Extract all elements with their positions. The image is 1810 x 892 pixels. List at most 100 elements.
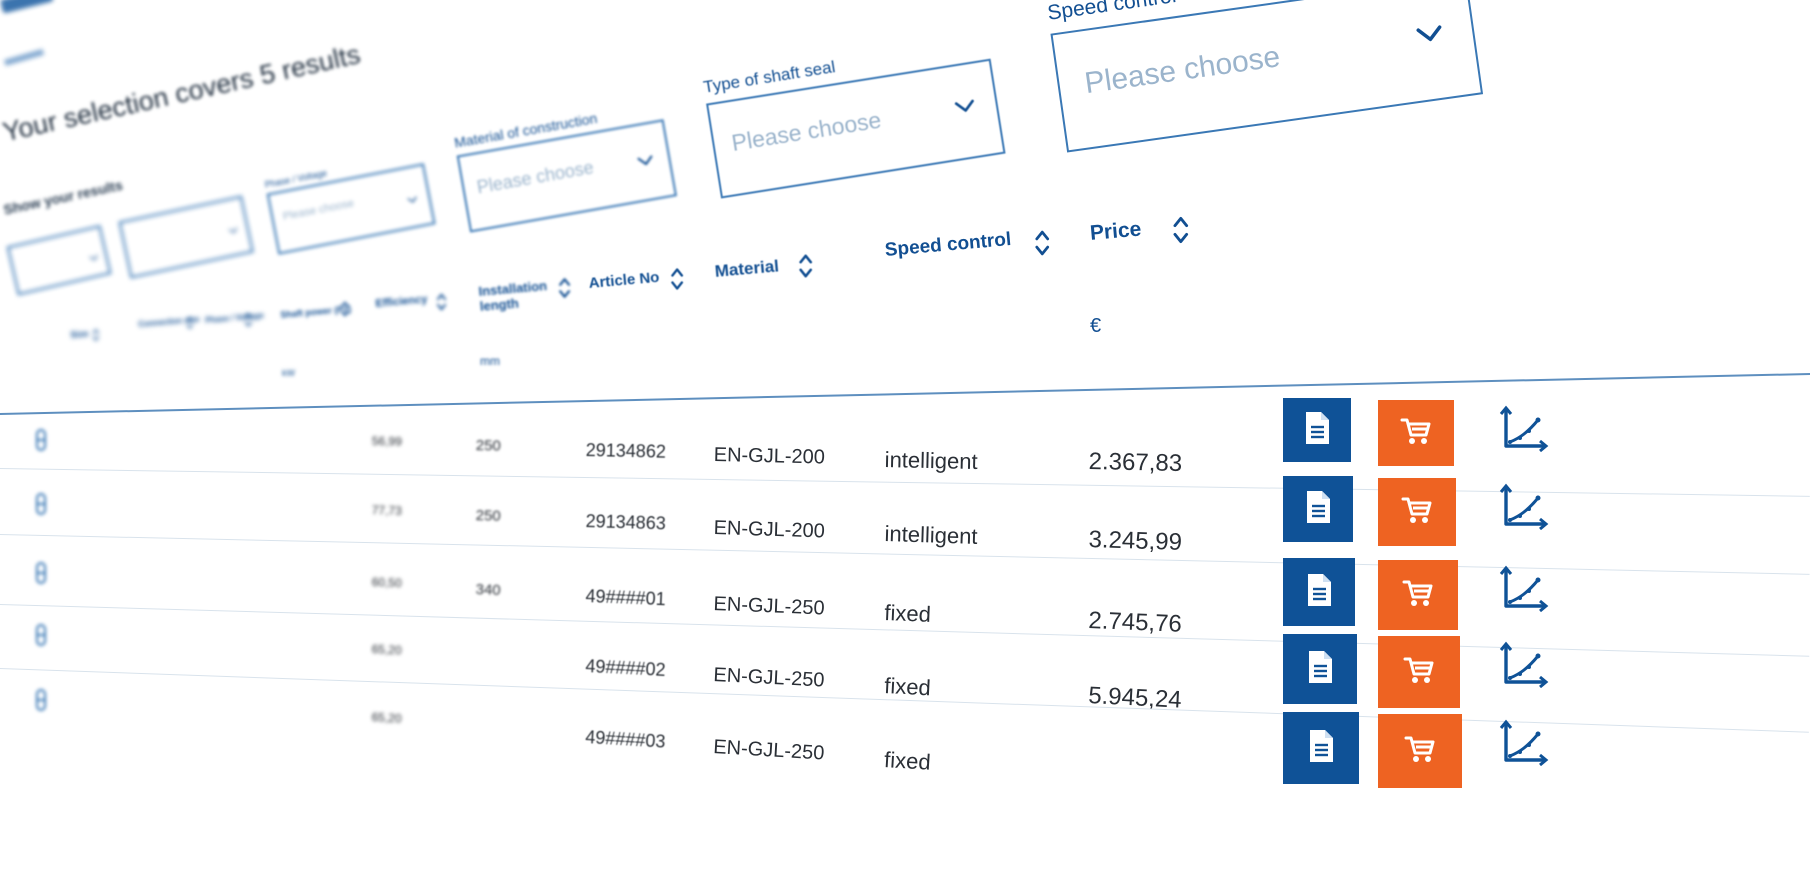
pump-curve-icon [1498, 564, 1550, 617]
column-unit: mm [480, 354, 500, 368]
cell-speed-control: fixed [883, 672, 932, 700]
column-header-size[interactable]: Size [70, 328, 89, 340]
filter-1[interactable] [4, 213, 112, 296]
datasheet-button[interactable] [1283, 712, 1359, 784]
sort-icon[interactable] [92, 328, 100, 347]
pump-curve-icon [1498, 640, 1550, 693]
cell-article-no: 29134863 [585, 511, 667, 534]
filter-select[interactable] [6, 225, 112, 296]
cell-article-no: 29134862 [585, 440, 667, 463]
pump-curve-button[interactable] [1494, 638, 1554, 694]
cell-material: EN-GJL-250 [712, 736, 825, 765]
datasheet-button[interactable] [1283, 476, 1353, 542]
datasheet-button[interactable] [1283, 634, 1357, 704]
filter-placeholder: Please choose [1082, 39, 1283, 100]
cell-installation-length: 340 [475, 580, 502, 599]
datasheet-button[interactable] [1283, 558, 1355, 626]
filter-placeholder: Please choose [281, 197, 356, 224]
sort-icon[interactable] [436, 292, 447, 317]
chevron-down-icon [87, 247, 100, 267]
cell-material: EN-GJL-200 [713, 443, 826, 469]
column-header-speed-control[interactable]: Speed control [884, 228, 1013, 261]
column-unit: kW [282, 368, 295, 378]
filter-5[interactable]: Type of shaft seal Please choose [702, 33, 1006, 200]
filter-3[interactable]: Phase / Voltage Please choose [264, 149, 436, 255]
show-results-label: Show your results [2, 176, 125, 218]
cell-efficiency: 65,20 [371, 641, 402, 658]
sort-icon[interactable] [1034, 228, 1051, 263]
add-to-cart-button[interactable] [1378, 636, 1460, 708]
page-heading-fragment [0, 0, 54, 14]
sort-icon[interactable] [340, 300, 350, 323]
cart-icon [1399, 415, 1433, 452]
filter-placeholder: Please choose [475, 157, 596, 198]
cell-article-no: 49####01 [585, 586, 667, 610]
pump-curve-icon [1498, 718, 1550, 771]
cell-installation-length: 250 [475, 437, 502, 455]
filter-6[interactable]: Speed control Please choose [1046, 0, 1483, 154]
sort-icon[interactable] [186, 316, 194, 335]
pump-curve-button[interactable] [1494, 562, 1554, 618]
add-to-cart-button[interactable] [1378, 478, 1456, 546]
pump-icon [36, 624, 46, 651]
cell-material: EN-GJL-250 [712, 663, 826, 692]
pump-icon [36, 688, 46, 716]
cell-article-no: 49####02 [584, 655, 666, 680]
results-summary: Your selection covers 5 results [0, 38, 364, 148]
cell-speed-control: intelligent [884, 521, 978, 550]
pump-icon [36, 429, 46, 456]
cell-price: 2.745,76 [1087, 606, 1183, 638]
column-header-phase[interactable]: Phase / Voltage [205, 310, 265, 325]
filter-select[interactable]: Please choose [266, 162, 436, 255]
cart-icon [1401, 577, 1435, 614]
cell-speed-control: fixed [883, 600, 932, 627]
document-icon [1306, 728, 1336, 769]
column-header-material[interactable]: Material [714, 256, 780, 281]
chevron-down-icon [227, 220, 240, 239]
document-icon [1303, 489, 1333, 530]
column-header-efficiency[interactable]: Efficiency [375, 293, 428, 310]
cell-efficiency: 60,50 [371, 575, 403, 591]
column-header-article-no[interactable]: Article No [588, 268, 661, 292]
document-icon [1304, 572, 1334, 613]
add-to-cart-button[interactable] [1378, 400, 1454, 466]
filter-select[interactable]: Please choose [705, 58, 1006, 199]
sort-icon[interactable] [558, 276, 571, 305]
cart-icon [1403, 733, 1437, 770]
pump-curve-button[interactable] [1494, 480, 1554, 536]
filter-select[interactable]: Please choose [1050, 0, 1483, 153]
cell-material: EN-GJL-250 [713, 593, 826, 620]
cell-speed-control: fixed [883, 747, 932, 775]
chevron-down-icon [954, 98, 977, 119]
cell-installation-length: 250 [475, 507, 502, 525]
cell-price: 3.245,99 [1088, 525, 1183, 556]
pump-curve-icon [1498, 404, 1550, 457]
filter-2[interactable] [116, 184, 254, 279]
pump-icon [36, 493, 46, 520]
add-to-cart-button[interactable] [1378, 714, 1462, 788]
column-header-price[interactable]: Price [1089, 217, 1143, 245]
chevron-down-icon [1415, 24, 1445, 49]
cart-icon [1400, 494, 1434, 531]
cell-efficiency: 77,73 [371, 502, 403, 518]
pump-curve-button[interactable] [1494, 402, 1554, 458]
sort-icon[interactable] [670, 266, 684, 297]
datasheet-button[interactable] [1283, 398, 1351, 462]
sort-icon[interactable] [244, 312, 253, 333]
column-unit: € [1090, 315, 1102, 337]
cell-article-no: 49####03 [584, 726, 666, 752]
cell-speed-control: intelligent [884, 446, 978, 474]
sort-icon[interactable] [1172, 214, 1190, 251]
pump-curve-button[interactable] [1494, 716, 1554, 772]
add-to-cart-button[interactable] [1378, 560, 1458, 630]
cell-price: 2.367,83 [1088, 448, 1183, 478]
filter-4[interactable]: Material of construction Please choose [453, 99, 678, 234]
filter-select[interactable] [118, 195, 254, 279]
cell-efficiency: 56,99 [371, 434, 403, 450]
cell-material: EN-GJL-200 [713, 516, 826, 543]
sort-icon[interactable] [798, 252, 813, 285]
pump-icon [36, 561, 46, 589]
filter-select[interactable]: Please choose [456, 119, 678, 233]
column-header-installation-length[interactable]: Installation length [477, 278, 548, 314]
chevron-down-icon [636, 152, 655, 173]
